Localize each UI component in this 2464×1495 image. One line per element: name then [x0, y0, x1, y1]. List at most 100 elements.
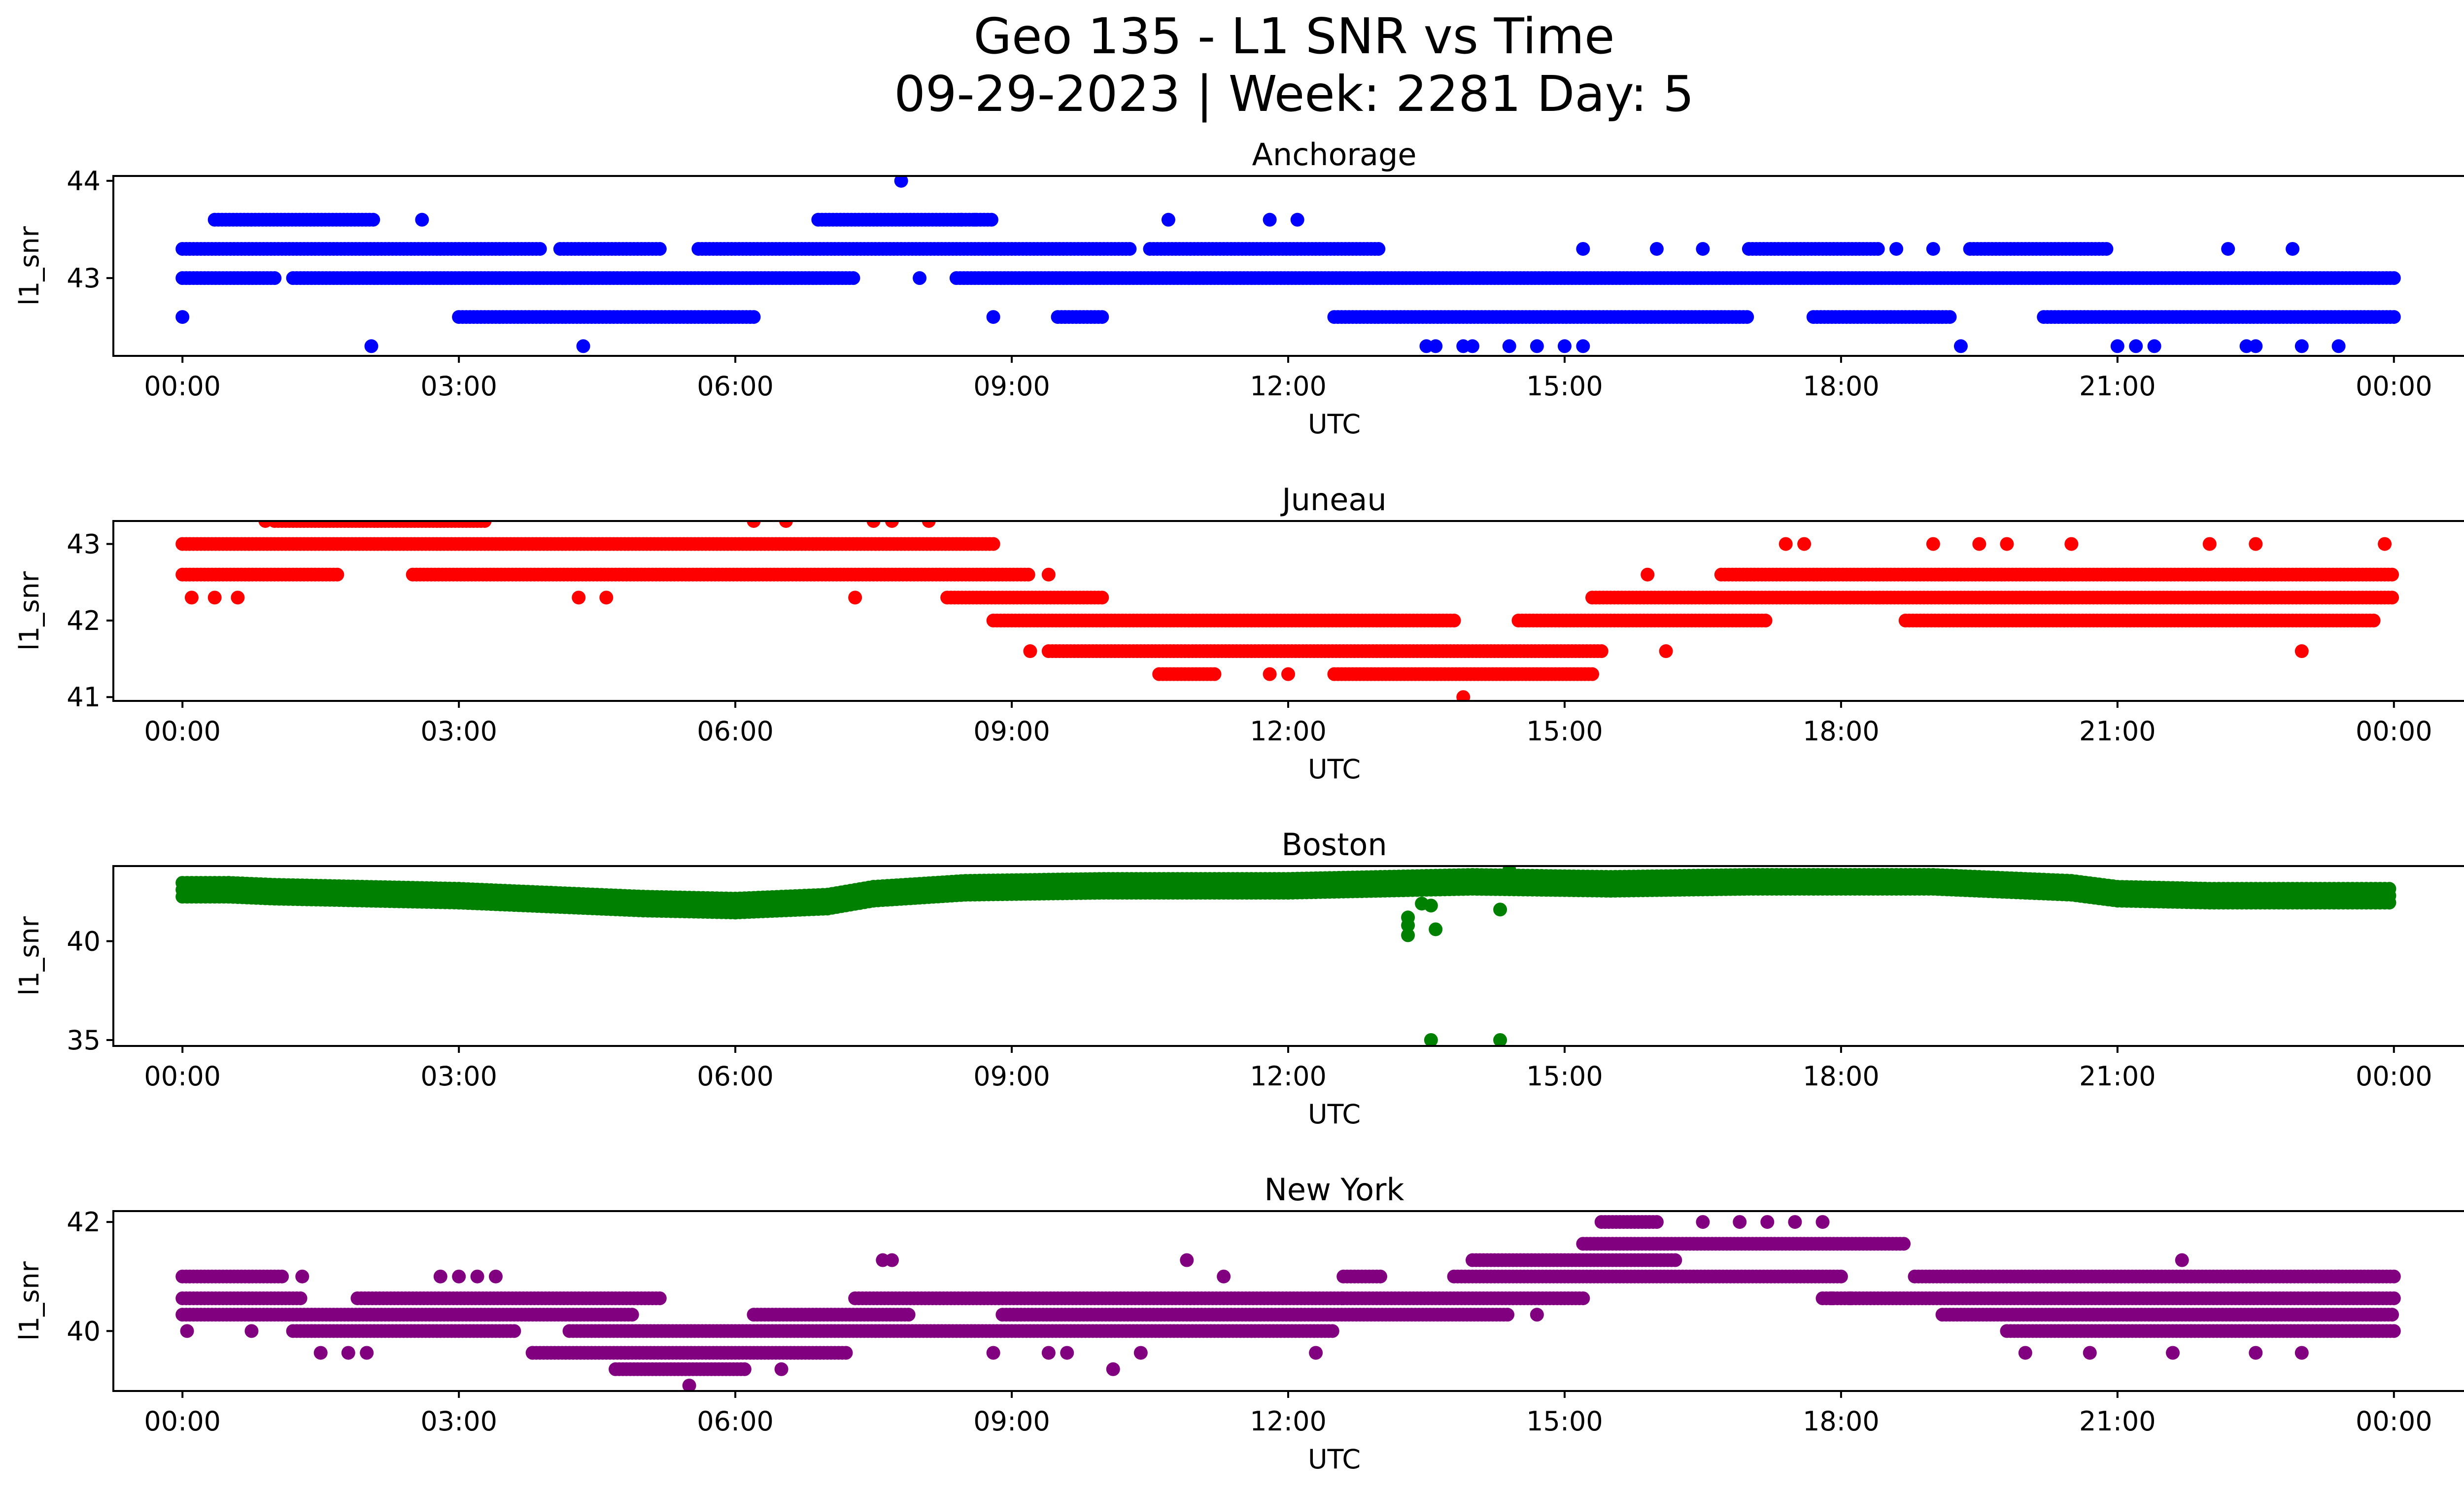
data-point — [2249, 537, 2263, 551]
data-point — [652, 1291, 667, 1305]
x-tick-label: 09:00 — [973, 371, 1050, 402]
data-point — [1943, 310, 1957, 324]
data-point — [258, 521, 273, 528]
data-point — [1493, 1033, 1507, 1046]
x-tick-label: 00:00 — [144, 371, 221, 402]
x-tick-label: 00:00 — [144, 716, 221, 747]
axes-frame — [112, 865, 2464, 1047]
data-point — [1649, 242, 1664, 256]
data-point — [2387, 271, 2401, 285]
x-tick-label: 15:00 — [1526, 1061, 1603, 1092]
x-axis-label: UTC — [1308, 754, 1361, 785]
data-point — [986, 537, 1000, 551]
subplot-title: Boston — [1281, 827, 1387, 863]
y-tick-label: 43 — [67, 529, 101, 560]
data-point — [1447, 613, 1461, 627]
data-point — [572, 591, 586, 605]
data-point — [1097, 613, 1111, 627]
data-point — [1401, 918, 1415, 933]
data-point — [1095, 310, 1109, 324]
data-point — [1585, 667, 1600, 681]
y-tick-label: 35 — [67, 1025, 101, 1056]
x-axis-label: UTC — [1308, 1099, 1361, 1130]
x-tick-label: 00:00 — [2356, 1061, 2432, 1092]
y-tick-label: 43 — [67, 263, 101, 294]
x-tick-label: 15:00 — [1526, 716, 1603, 747]
data-point — [2129, 339, 2143, 353]
data-point — [894, 176, 908, 188]
data-point — [1659, 644, 1673, 659]
data-point — [2366, 613, 2381, 627]
subplot-title: Juneau — [1280, 482, 1386, 518]
data-point — [913, 271, 927, 285]
data-point — [1424, 899, 1438, 913]
data-point — [922, 521, 936, 528]
data-point — [1095, 591, 1109, 605]
data-point — [954, 212, 968, 227]
x-tick-label: 21:00 — [2079, 1061, 2156, 1092]
data-point — [866, 521, 881, 528]
y-tick-label: 42 — [67, 605, 101, 636]
data-point — [364, 339, 378, 353]
data-point — [1021, 567, 1035, 582]
data-point — [1502, 339, 1516, 353]
x-tick-label: 18:00 — [1803, 716, 1880, 747]
data-point — [366, 212, 380, 227]
data-point — [599, 591, 614, 605]
data-point — [1530, 339, 1544, 353]
y-axis-label: l1_snr — [14, 571, 45, 651]
x-tick-label: 06:00 — [697, 716, 774, 747]
data-point — [2202, 537, 2217, 551]
x-tick-label: 15:00 — [1526, 371, 1603, 402]
data-point — [415, 212, 429, 227]
data-point — [1493, 903, 1507, 917]
data-point — [986, 310, 1000, 324]
data-point — [184, 591, 199, 605]
data-point — [2000, 537, 2014, 551]
data-layer — [175, 176, 2401, 353]
data-point — [1740, 310, 1754, 324]
data-point — [848, 591, 862, 605]
data-point — [1779, 537, 1793, 551]
data-point — [1429, 922, 1443, 937]
data-point — [533, 242, 547, 256]
y-axis-label: l1_snr — [14, 226, 45, 306]
data-point — [2286, 242, 2300, 256]
y-tick-label: 44 — [67, 166, 101, 197]
data-point — [2064, 537, 2079, 551]
data-point — [207, 591, 222, 605]
data-point — [478, 521, 492, 528]
data-layer — [175, 1215, 2401, 1391]
data-point — [1576, 1291, 1590, 1305]
data-point — [1797, 537, 1812, 551]
x-tick-label: 06:00 — [697, 1061, 774, 1092]
data-point — [1401, 928, 1415, 942]
data-point — [1456, 690, 1471, 701]
x-tick-label: 12:00 — [1250, 1061, 1327, 1092]
data-point — [1889, 242, 1904, 256]
data-point — [1371, 242, 1386, 256]
data-point — [1871, 242, 1885, 256]
y-tick-label: 40 — [67, 926, 101, 957]
data-point — [2110, 339, 2124, 353]
chart-title-line2: 09-29-2023 | Week: 2281 Day: 5 — [894, 65, 1694, 123]
data-point — [1594, 644, 1608, 659]
x-tick-label: 03:00 — [420, 371, 497, 402]
data-point — [2382, 882, 2396, 896]
data-point — [1502, 866, 1516, 877]
data-point — [885, 521, 899, 528]
data-point — [293, 1291, 308, 1305]
data-point — [2378, 537, 2392, 551]
x-tick-label: 21:00 — [2079, 716, 2156, 747]
data-point — [846, 271, 860, 285]
data-point — [2221, 242, 2235, 256]
x-axis-label: UTC — [1308, 409, 1361, 440]
data-point — [1576, 242, 1590, 256]
data-point — [2385, 591, 2399, 605]
data-point — [2385, 567, 2399, 582]
data-point — [1926, 537, 1940, 551]
